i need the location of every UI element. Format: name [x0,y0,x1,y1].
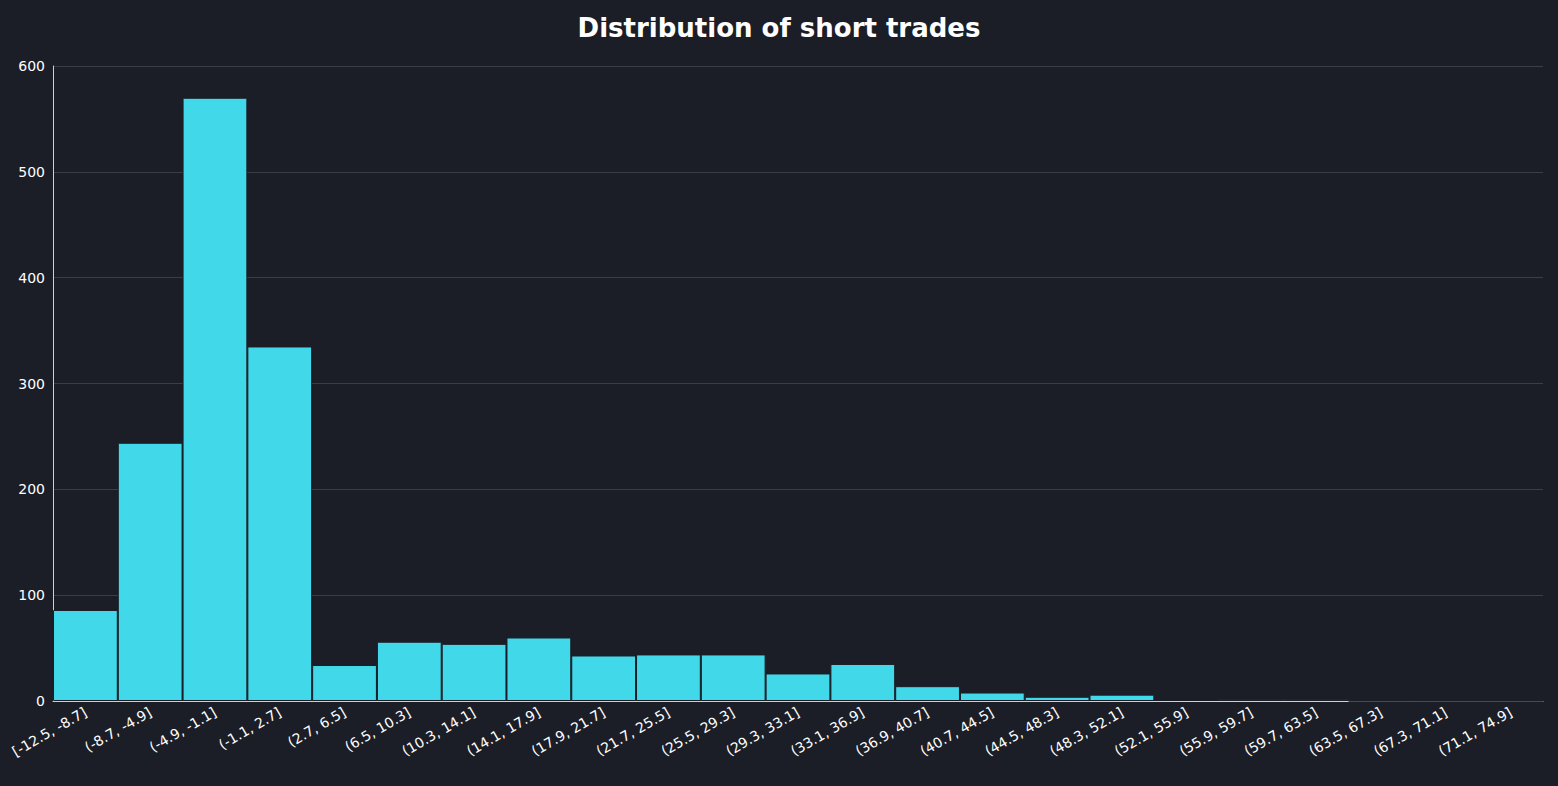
svg-text:(59.7, 63.5]: (59.7, 63.5] [1241,704,1321,759]
svg-text:(-1.1, 2.7]: (-1.1, 2.7] [216,704,284,753]
svg-text:(10.3, 14.1]: (10.3, 14.1] [399,704,479,759]
svg-text:(21.7, 25.5]: (21.7, 25.5] [593,704,673,759]
svg-text:(71.1, 74.9]: (71.1, 74.9] [1436,704,1515,759]
svg-text:400: 400 [18,270,45,286]
svg-text:(25.5, 29.3]: (25.5, 29.3] [658,704,738,759]
svg-text:(36.9, 40.7]: (36.9, 40.7] [852,704,932,759]
svg-text:600: 600 [18,58,45,74]
svg-text:(52.1, 55.9]: (52.1, 55.9] [1111,704,1191,759]
svg-text:100: 100 [18,587,45,603]
svg-text:(29.3, 33.1]: (29.3, 33.1] [722,704,802,759]
svg-text:(48.3, 52.1]: (48.3, 52.1] [1046,704,1126,759]
svg-text:0: 0 [36,693,45,709]
svg-text:500: 500 [18,164,45,180]
svg-text:(17.9, 21.7]: (17.9, 21.7] [528,704,608,759]
svg-text:300: 300 [18,376,45,392]
svg-text:(2.7, 6.5]: (2.7, 6.5] [285,704,349,750]
svg-text:(67.3, 71.1]: (67.3, 71.1] [1370,704,1450,759]
svg-text:(-4.9, -1.1]: (-4.9, -1.1] [147,704,219,755]
svg-text:(14.1, 17.9]: (14.1, 17.9] [463,704,543,759]
svg-text:(33.1, 36.9]: (33.1, 36.9] [787,704,867,759]
svg-text:(-8.7, -4.9]: (-8.7, -4.9] [82,704,154,755]
svg-text:(40.7, 44.5]: (40.7, 44.5] [917,704,997,759]
svg-text:[-12.5, -8.7]: [-12.5, -8.7] [9,704,89,759]
svg-text:Distribution of short trades: Distribution of short trades [578,13,981,43]
svg-text:(63.5, 67.3]: (63.5, 67.3] [1306,704,1385,759]
svg-text:(44.5, 48.3]: (44.5, 48.3] [982,704,1062,759]
svg-text:(6.5, 10.3]: (6.5, 10.3] [341,704,414,755]
svg-text:200: 200 [18,481,45,497]
svg-text:(55.9, 59.7]: (55.9, 59.7] [1176,704,1256,759]
